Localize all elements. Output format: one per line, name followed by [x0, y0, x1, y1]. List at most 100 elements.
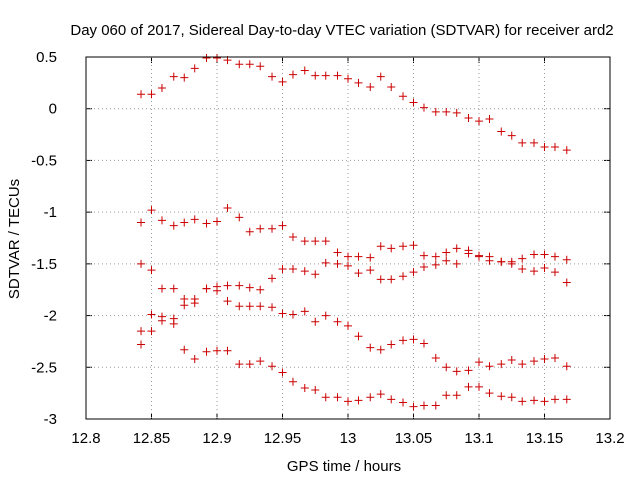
data-point-s4	[376, 345, 385, 354]
data-point-s3	[157, 284, 166, 293]
data-point-s4	[485, 362, 494, 371]
data-point-s3	[530, 267, 539, 276]
data-point-s4	[202, 284, 211, 293]
data-point-s5	[518, 397, 527, 406]
y-tick-label: -2.5	[31, 359, 57, 376]
data-point-s4	[442, 363, 451, 372]
data-point-s2	[213, 217, 221, 226]
data-point-s1	[387, 82, 396, 91]
data-point-s2	[442, 248, 451, 257]
data-point-s1	[550, 142, 559, 151]
data-point-s5	[452, 391, 461, 400]
data-point-s1	[344, 74, 352, 83]
data-point-s4	[387, 340, 396, 349]
data-point-s4	[223, 297, 232, 306]
data-point-s4	[245, 302, 254, 311]
data-point-s2	[550, 252, 559, 261]
x-tick-label: 13	[340, 430, 357, 447]
data-point-s5	[354, 396, 363, 405]
data-point-s3	[311, 270, 320, 279]
data-point-s5	[256, 357, 265, 366]
data-point-s4	[278, 309, 287, 318]
data-point-s5	[137, 340, 146, 349]
data-point-s2	[278, 221, 287, 230]
data-point-s1	[419, 103, 428, 112]
data-point-s1	[409, 98, 418, 107]
data-point-s4	[268, 303, 277, 312]
data-point-s3	[464, 249, 473, 258]
data-point-s5	[180, 345, 189, 354]
data-point-s4	[366, 343, 375, 352]
data-point-s2	[268, 224, 277, 233]
data-point-s1	[157, 84, 166, 93]
data-point-s3	[300, 267, 309, 276]
data-point-s1	[333, 71, 342, 80]
data-point-s5	[475, 382, 483, 391]
data-point-s5	[321, 393, 330, 402]
data-point-s5	[550, 395, 559, 404]
data-point-s5	[278, 368, 287, 377]
data-point-s4	[321, 311, 330, 320]
data-point-s1	[278, 77, 287, 86]
data-point-s1	[245, 60, 254, 69]
y-tick-label: -3	[44, 411, 57, 428]
data-point-s1	[376, 72, 385, 81]
data-point-s2	[387, 244, 396, 253]
data-point-s2	[190, 215, 199, 224]
data-point-s1	[442, 107, 451, 116]
data-point-s5	[311, 386, 320, 395]
data-point-s1	[235, 60, 244, 69]
tick-layer: 12.8 12.85 12.9 12.95 13 13.05 13.1 13.15 13.2 0.…	[31, 49, 624, 447]
data-point-s2	[321, 237, 330, 246]
data-point-s3	[419, 262, 428, 271]
data-point-s5	[202, 347, 211, 356]
data-point-s3	[540, 263, 549, 272]
data-point-s5	[268, 362, 277, 371]
data-point-s1	[300, 66, 309, 75]
data-point-s1	[530, 138, 539, 147]
data-point-s3	[562, 278, 571, 287]
data-point-s3	[344, 261, 352, 270]
x-tick-label: 13.15	[526, 430, 564, 447]
data-point-s4	[213, 286, 221, 295]
data-point-s4	[409, 335, 418, 344]
data-point-s1	[518, 138, 527, 147]
x-tick-label: 12.8	[71, 430, 100, 447]
data-point-s3	[169, 284, 178, 293]
data-point-s1	[169, 72, 178, 81]
y-tick-label: -1	[44, 204, 57, 221]
data-point-s2	[169, 221, 178, 230]
data-point-s4	[190, 299, 199, 308]
data-point-s3	[431, 260, 440, 269]
data-point-s1	[475, 117, 483, 126]
data-point-s5	[300, 383, 309, 392]
data-point-s1	[485, 115, 494, 124]
data-point-s4	[431, 353, 440, 362]
data-point-s3	[497, 257, 506, 266]
data-point-s2	[354, 252, 363, 261]
data-point-s3	[485, 252, 494, 261]
x-tick-label: 12.95	[264, 430, 302, 447]
data-point-s3	[256, 285, 265, 294]
y-tick-label: 0	[49, 101, 57, 118]
data-point-s1	[190, 64, 199, 73]
data-point-s4	[562, 362, 571, 371]
data-point-s5	[376, 390, 385, 399]
data-point-s2	[300, 237, 309, 246]
data-point-s5	[157, 316, 166, 325]
data-point-s3	[235, 281, 244, 290]
data-point-s5	[497, 392, 506, 401]
data-point-s4	[256, 302, 265, 311]
data-point-s1	[507, 131, 516, 140]
data-point-s4	[540, 355, 549, 364]
y-axis-label: SDTVAR / TECUs	[6, 179, 23, 299]
data-point-s5	[409, 402, 418, 411]
data-point-s5	[562, 395, 571, 404]
data-point-s2	[409, 241, 418, 250]
data-point-s2	[157, 216, 166, 225]
data-point-s2	[518, 254, 527, 263]
data-point-s2	[245, 227, 254, 236]
data-point-s5	[442, 391, 451, 400]
data-point-s3	[387, 275, 396, 284]
